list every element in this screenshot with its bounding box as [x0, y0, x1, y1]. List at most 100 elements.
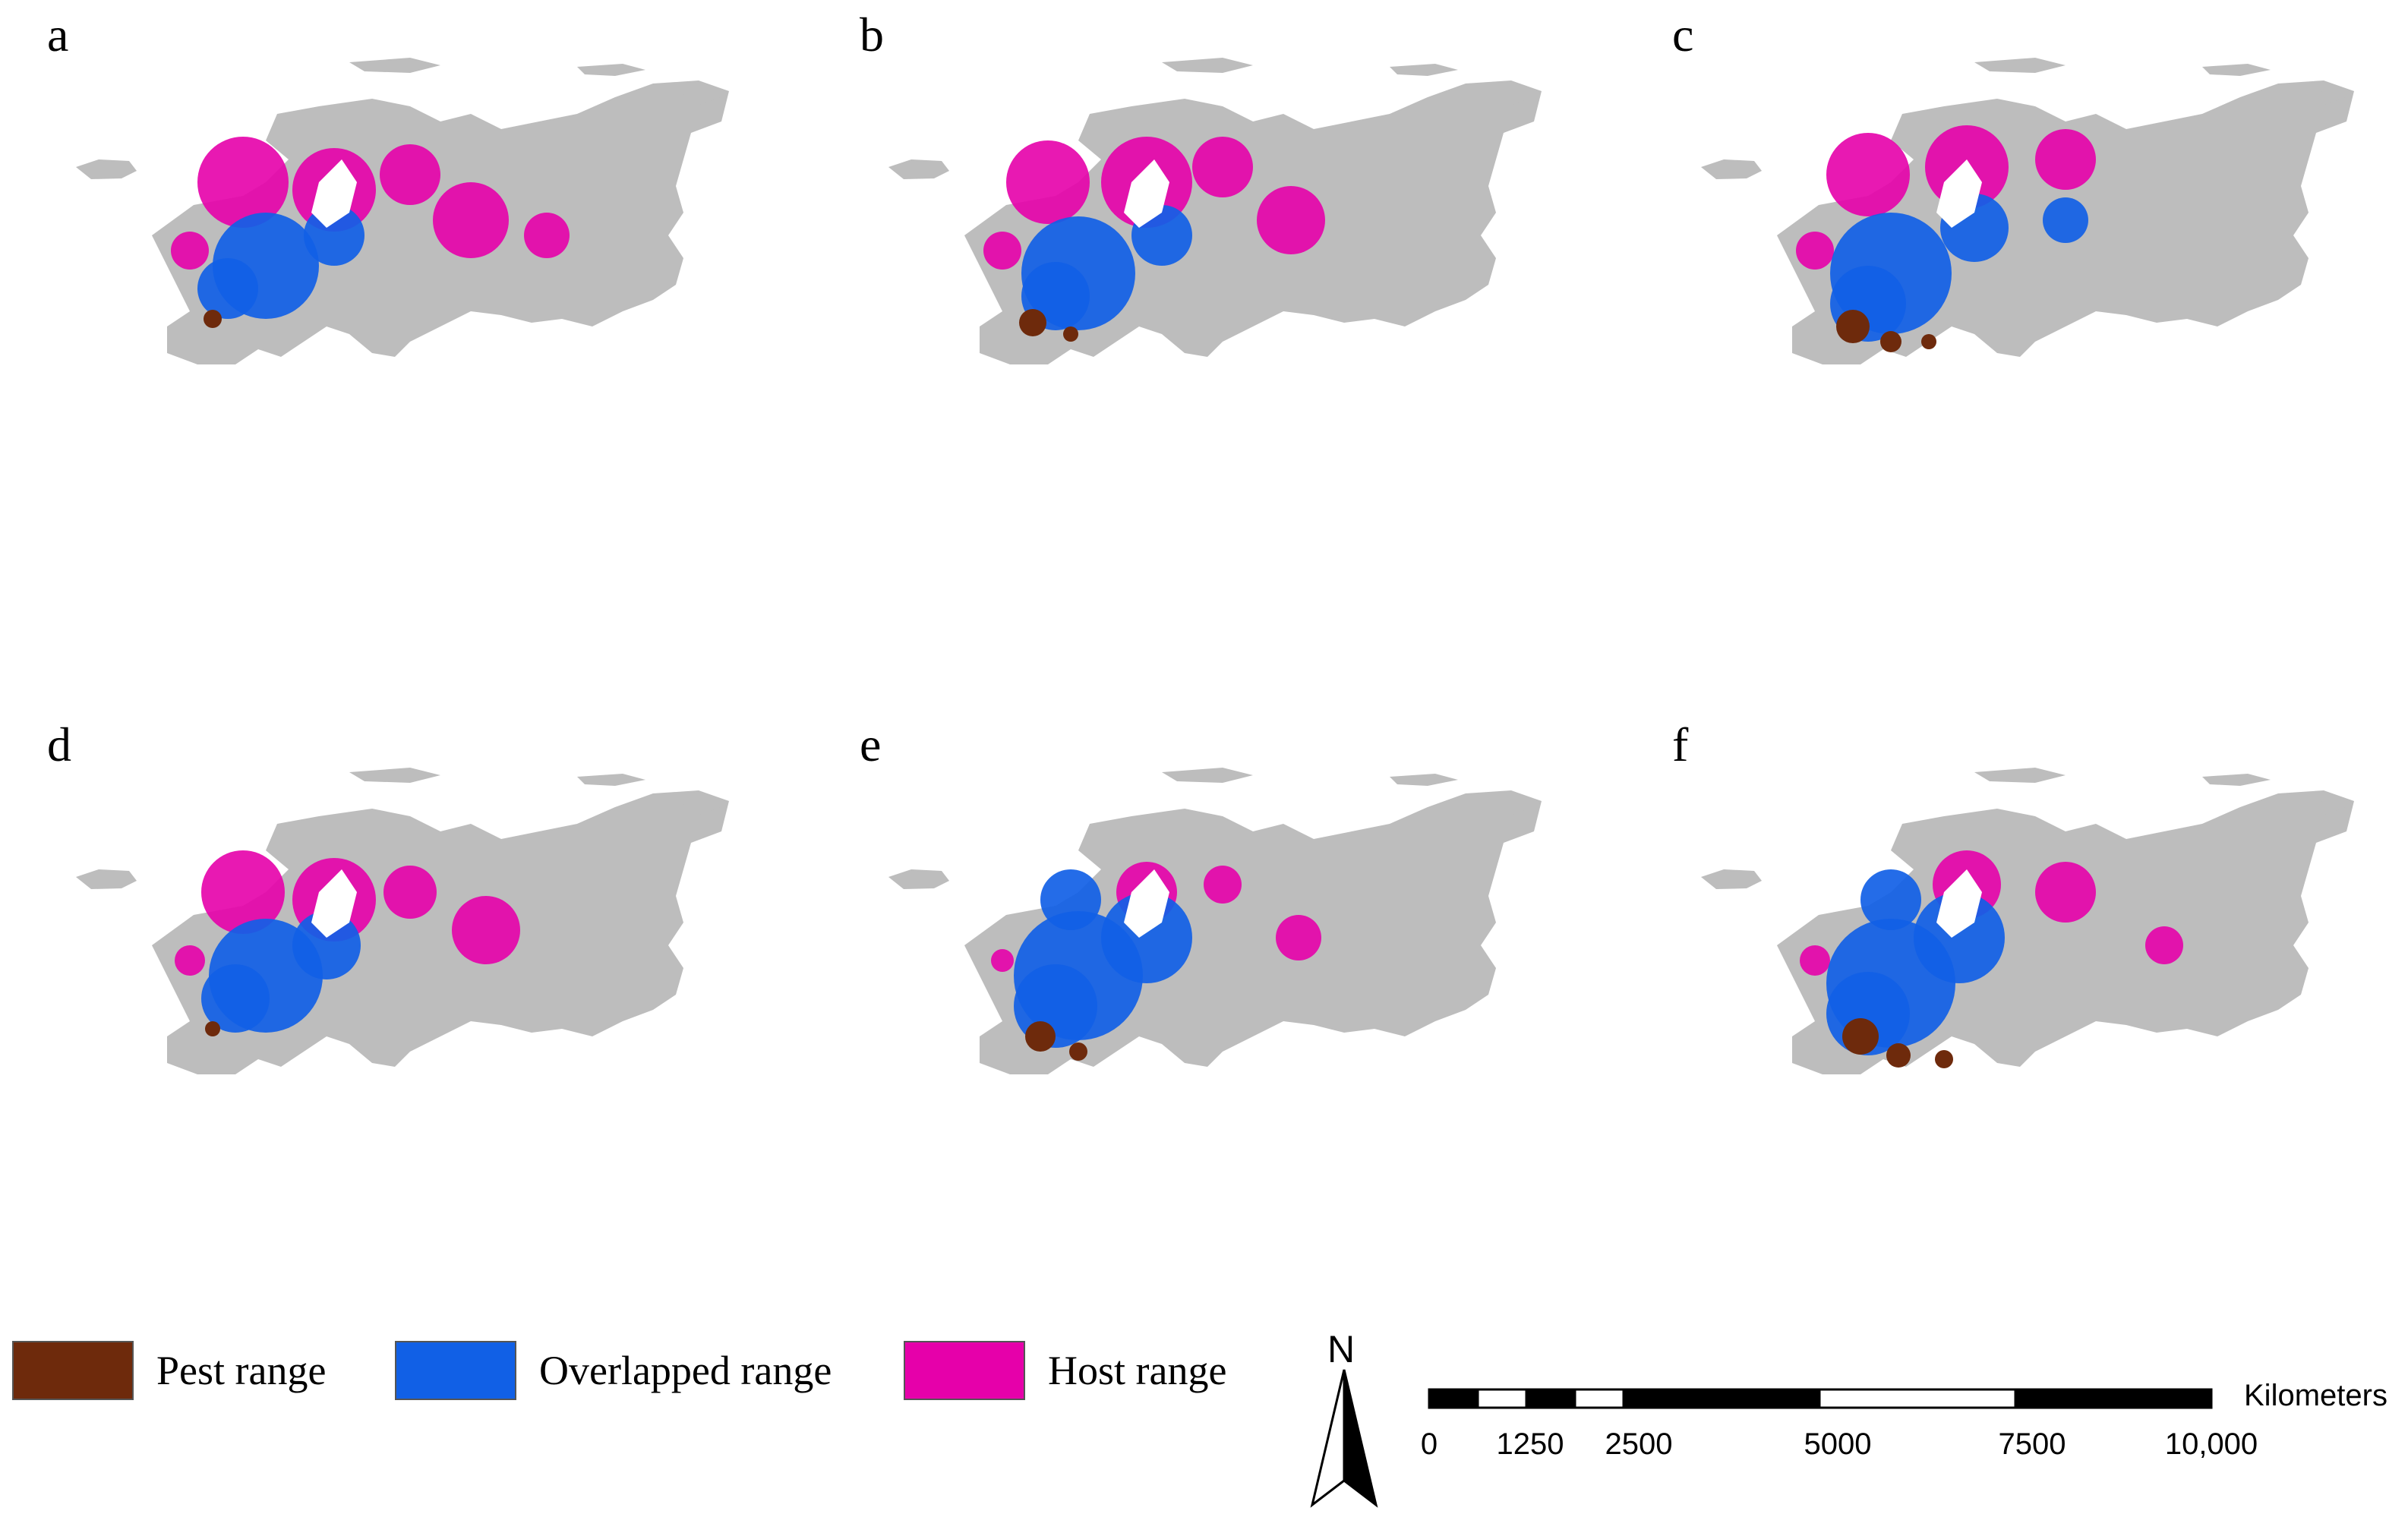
island [1162, 58, 1253, 73]
overlapped-range-patch [1914, 892, 2005, 983]
island [1466, 91, 1538, 105]
scale-bar-graphic [1428, 1388, 2213, 1409]
panel-label-a: a [47, 8, 69, 62]
pest-range-patch [1921, 334, 1936, 349]
island [577, 774, 645, 786]
island [653, 91, 725, 105]
host-range-patch [433, 182, 509, 258]
scale-segment-5 [1624, 1389, 1819, 1408]
host-range-patch [1796, 232, 1834, 270]
pest-range-patch [1880, 331, 1901, 352]
panel-label-d: d [47, 718, 71, 771]
overlapped-range-patch [197, 258, 258, 319]
island [1701, 869, 1762, 889]
host-range-patch [2035, 129, 2096, 190]
scale-segment-2 [1476, 1388, 1528, 1409]
host-range-patch [201, 850, 285, 934]
overlapped-range-patch [1101, 892, 1192, 983]
overlapped-range-patch [1860, 869, 1921, 930]
island [1466, 801, 1538, 815]
pest-range-patch [1886, 1043, 1911, 1068]
island [1701, 159, 1762, 179]
panel-label-f: f [1672, 718, 1689, 771]
host-range-patch [452, 896, 520, 964]
pest-range-patch [1842, 1018, 1879, 1055]
panel-label-e: e [860, 718, 882, 771]
map-panel-c: c [1640, 8, 2384, 402]
pest-range-patch [204, 310, 222, 328]
map-panel-b: b [828, 8, 1572, 402]
legend-swatch-overlap [395, 1341, 516, 1400]
map-b [888, 58, 1542, 364]
host-range-patch [383, 866, 437, 919]
host-range-patch [1192, 137, 1253, 197]
north-arrow: N [1306, 1327, 1382, 1509]
baltic-sea [1124, 869, 1169, 938]
host-range-patch [983, 232, 1021, 270]
island [653, 801, 725, 815]
scale-segment-6 [1818, 1388, 2017, 1409]
scale-segment-1 [1429, 1389, 1478, 1408]
scale-segment-4 [1573, 1388, 1625, 1409]
map-c [1701, 58, 2354, 364]
island [2278, 801, 2350, 815]
legend-swatch-host [904, 1341, 1025, 1400]
host-range-patch [2035, 862, 2096, 923]
map-panel-e: e [828, 718, 1572, 1112]
map-panel-d: d [15, 718, 759, 1112]
host-range-patch [1826, 133, 1910, 216]
island [888, 159, 949, 179]
scale-tick-label: 0 [1420, 1427, 1438, 1461]
island [2278, 91, 2350, 105]
panel-label-b: b [860, 8, 884, 62]
host-range-patch [991, 949, 1014, 972]
map-a [76, 58, 729, 364]
host-range-patch [524, 213, 570, 258]
island [1974, 768, 2066, 783]
island [2202, 774, 2271, 786]
scale-tick-label: 2500 [1605, 1427, 1673, 1461]
pest-range-patch [1025, 1021, 1056, 1052]
baltic-sea [311, 159, 357, 228]
map-d [76, 768, 729, 1074]
panel-label-c: c [1672, 8, 1694, 62]
island [1162, 768, 1253, 783]
pest-range-patch [1935, 1050, 1953, 1068]
island [1974, 58, 2066, 73]
scale-tick-label: 7500 [1998, 1427, 2066, 1461]
island [577, 64, 645, 76]
scale-tick-label: 5000 [1804, 1427, 1872, 1461]
pest-range-patch [1069, 1042, 1087, 1061]
overlapped-range-patch [2043, 197, 2088, 243]
host-range-patch [1276, 915, 1321, 960]
baltic-sea [1936, 869, 1982, 938]
scale-segment-7 [2015, 1389, 2211, 1408]
map-panel-a: a [15, 8, 759, 402]
host-range-patch [1006, 140, 1090, 224]
island [888, 869, 949, 889]
island [2202, 64, 2271, 76]
host-range-patch [197, 137, 289, 228]
map-e [888, 768, 1542, 1074]
host-range-patch [380, 144, 440, 205]
scale-tick-label: 10,000 [2164, 1427, 2258, 1461]
host-range-patch [175, 945, 205, 976]
island [1390, 64, 1458, 76]
legend-label-overlap: Overlapped range [539, 1348, 832, 1393]
legend-label-host: Host range [1048, 1348, 1227, 1393]
host-range-patch [1800, 945, 1830, 976]
scale-unit-label: Kilometers [2244, 1379, 2387, 1412]
host-range-patch [171, 232, 209, 270]
island [349, 58, 440, 73]
host-range-patch [2145, 926, 2183, 964]
baltic-sea [311, 869, 357, 938]
overlapped-range-patch [1040, 869, 1101, 930]
host-range-patch [1204, 866, 1242, 904]
scale-segment-3 [1526, 1389, 1575, 1408]
island [76, 869, 137, 889]
scale-bar: Kilometers 0 1250 2500 5000 7500 10,000 [1421, 1379, 2407, 1473]
baltic-sea [1124, 159, 1169, 228]
island [1390, 774, 1458, 786]
legend-swatch-pest [12, 1341, 134, 1400]
legend: Pest range Overlapped range Host range [0, 1336, 1291, 1427]
